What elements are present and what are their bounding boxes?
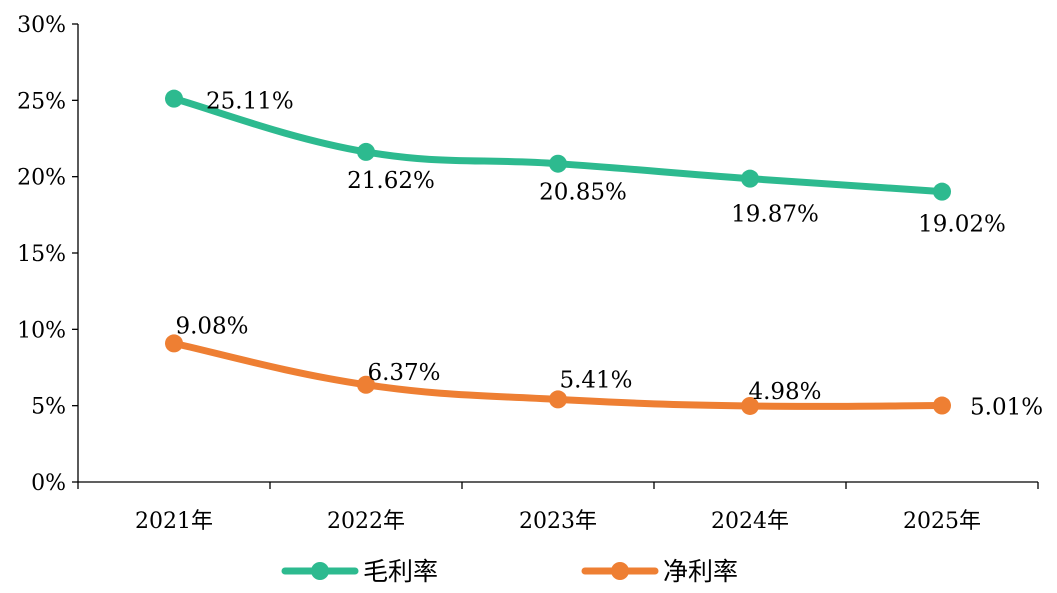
data-point [933, 396, 951, 415]
x-tick-label: 2021年 [135, 509, 213, 534]
data-point [357, 375, 375, 394]
data-label: 19.02% [918, 212, 1006, 238]
x-tick-label: 2025年 [903, 509, 981, 534]
data-label: 6.37% [367, 360, 440, 386]
data-point [741, 396, 759, 415]
y-tick-label: 15% [17, 242, 66, 267]
legend-marker [611, 562, 629, 580]
y-tick-label: 30% [17, 13, 66, 38]
data-point [741, 169, 759, 188]
x-tick-label: 2024年 [711, 509, 789, 534]
x-tick-label: 2023年 [519, 509, 597, 534]
data-point [933, 182, 951, 201]
axes: 0% 5% 10% 15% 20% 25% 30% 2021年 2022年 2023年 2024年 2… [17, 13, 1039, 534]
legend-item: 毛利率 [281, 557, 438, 586]
data-label: 20.85% [539, 180, 627, 206]
legend-item: 净利率 [581, 557, 738, 586]
data-label: 4.98% [748, 379, 821, 405]
data-point [165, 334, 183, 353]
y-tick-label: 10% [17, 318, 66, 343]
data-point [549, 154, 567, 173]
data-label: 21.62% [347, 168, 435, 194]
data-point [357, 142, 375, 161]
legend-label: 毛利率 [363, 557, 438, 586]
y-tick-label: 0% [31, 471, 66, 496]
data-label: 19.87% [731, 202, 819, 228]
legend-label: 净利率 [663, 557, 738, 586]
data-label: 5.01% [970, 395, 1043, 421]
data-label: 25.11% [206, 89, 294, 115]
legend-marker [311, 562, 329, 580]
series-layer: 25.11% 21.62% 20.85% 19.87% 19.02% 9.08% 6.37%… [165, 89, 1043, 421]
data-point [165, 89, 183, 108]
x-tick-label: 2022年 [327, 509, 405, 534]
data-point [549, 390, 567, 409]
data-label: 5.41% [559, 367, 632, 393]
series-0: 25.11% 21.62% 20.85% 19.87% 19.02% [165, 89, 1006, 238]
legend: 毛利率 净利率 [281, 557, 738, 586]
data-label: 9.08% [175, 313, 248, 339]
y-tick-label: 25% [17, 89, 66, 114]
y-tick-label: 20% [17, 166, 66, 191]
y-tick-label: 5% [31, 395, 66, 420]
series-1: 9.08% 6.37% 5.41% 4.98% 5.01% [165, 313, 1043, 421]
